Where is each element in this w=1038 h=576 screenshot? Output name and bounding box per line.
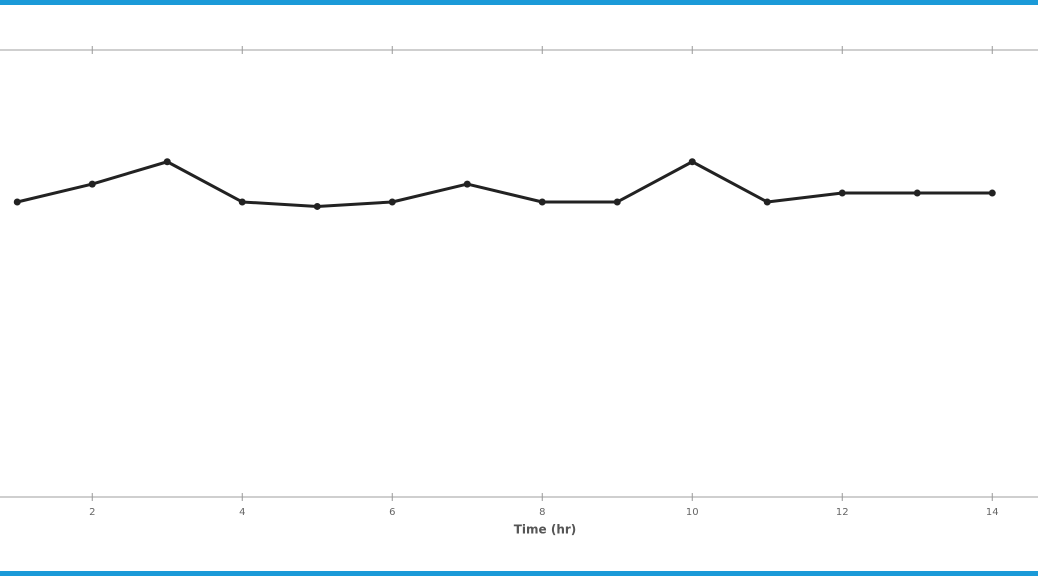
- x-tick-label: 4: [239, 507, 245, 518]
- point: [763, 198, 771, 206]
- x-tick-label: 12: [836, 507, 849, 518]
- top-border: [0, 0, 1038, 5]
- x-tick-label: 10: [686, 507, 699, 518]
- x-tick-label: 8: [539, 507, 545, 518]
- bottom-border: [0, 571, 1038, 576]
- point: [313, 202, 321, 210]
- x-axis-label: Time (hr): [514, 523, 577, 537]
- point: [688, 158, 696, 166]
- x-tick-label: 14: [986, 507, 999, 518]
- point: [538, 198, 546, 206]
- point: [838, 189, 846, 197]
- point: [88, 180, 96, 188]
- point: [238, 198, 246, 206]
- line-series: [16, 160, 993, 208]
- x-tick-label: 6: [389, 507, 395, 518]
- point: [463, 180, 471, 188]
- point: [988, 189, 996, 197]
- point: [913, 189, 921, 197]
- x-tick-label: 2: [89, 507, 95, 518]
- point: [613, 198, 621, 206]
- point: [163, 158, 171, 166]
- point: [13, 198, 21, 206]
- point: [388, 198, 396, 206]
